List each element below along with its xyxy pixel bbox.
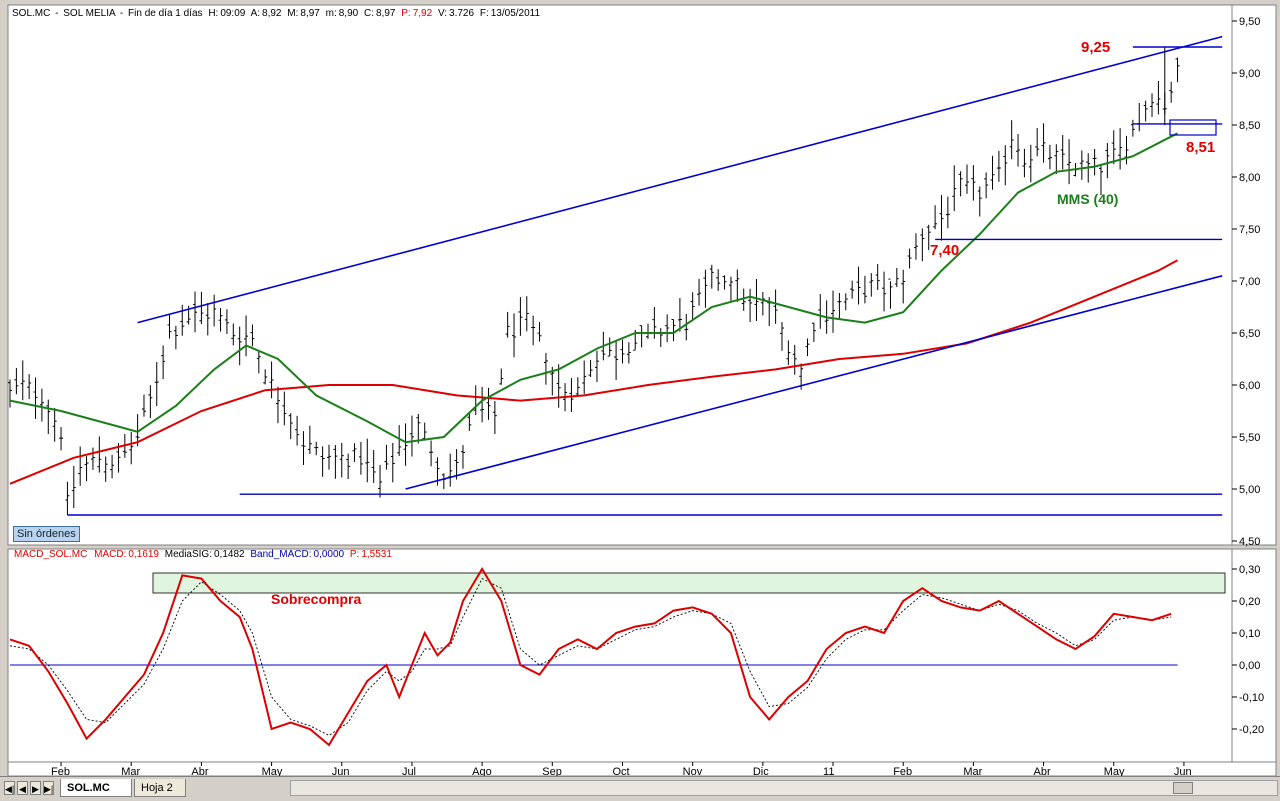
annotation-high: 9,25	[1081, 39, 1110, 56]
band-value: 0,0000	[314, 549, 345, 560]
macd-p-value: 1,5531	[361, 549, 392, 560]
header-symbol: SOL.MC	[12, 8, 50, 19]
annotation-low: 8,51	[1186, 139, 1215, 156]
sin-ordenes-button[interactable]: Sin órdenes	[13, 526, 80, 542]
header-time-label: H:	[208, 8, 218, 19]
macd-y-tick-label: -0,10	[1239, 692, 1264, 704]
horizontal-scrollbar[interactable]	[290, 780, 1278, 796]
x-tick-label: Feb	[893, 766, 912, 776]
nav-prev-button[interactable]: ◀	[17, 781, 28, 795]
header-close-value: 8,97	[376, 8, 396, 19]
header-p-label: P:	[401, 8, 410, 19]
series-macd	[9, 567, 1172, 747]
header-p-value: 7,92	[413, 8, 433, 19]
header-high-value: 8,97	[300, 8, 320, 19]
macd-value-label: MACD:	[94, 549, 126, 560]
macd-header: MACD_SOL.MC MACD: 0,1619 MediaSIG: 0,1482 …	[14, 549, 392, 560]
highlight-box	[1169, 119, 1217, 136]
annotation-overbought: Sobrecompra	[271, 591, 361, 607]
x-tick-label: Abr	[1034, 766, 1051, 776]
macd-y-tick-label: 0,30	[1239, 564, 1260, 576]
price-y-tick-label: 9,50	[1239, 16, 1260, 28]
header-low-label: m:	[326, 8, 337, 19]
x-tick-label: Oct	[612, 766, 629, 776]
x-tick-label: May	[262, 766, 283, 776]
x-tick-label: Jun	[332, 766, 350, 776]
price-y-tick-label: 5,00	[1239, 484, 1260, 496]
sheet-tab-bar: ◀| ◀ ▶ ▶| SOL.MC Hoja 2	[0, 776, 1280, 801]
header-date-label: F:	[480, 8, 489, 19]
nav-next-button[interactable]: ▶	[30, 781, 41, 795]
macd-y-axis-panel	[1231, 548, 1277, 763]
signal-value: 0,1482	[214, 549, 245, 560]
x-tick-label: Jun	[1174, 766, 1192, 776]
macd-header-name: MACD_SOL.MC	[14, 549, 87, 560]
header-volume-label: V:	[438, 8, 447, 19]
header-sep: -	[55, 8, 58, 19]
x-tick-label: Feb	[51, 766, 70, 776]
chart-canvas[interactable]: 9,50 9,00 8,50 8,00 7,50 7,00 6,50 6,00 5,50 5,00…	[0, 0, 1280, 778]
x-tick-label: Dic	[753, 766, 769, 776]
main-header: SOL.MC - SOL MELIA - Fin de día 1 días H…	[12, 8, 540, 19]
header-date-value: 13/05/2011	[491, 8, 541, 19]
price-y-tick-label: 7,00	[1239, 276, 1260, 288]
header-sep: -	[120, 8, 123, 19]
macd-y-tick-label: 0,10	[1239, 628, 1260, 640]
x-tick-label: Sep	[542, 766, 562, 776]
macd-y-tick-label: 0,20	[1239, 596, 1260, 608]
nav-last-button[interactable]: ▶|	[43, 781, 54, 795]
x-tick-label: Nov	[683, 766, 703, 776]
header-open-label: A:	[251, 8, 260, 19]
x-tick-label: 11	[823, 766, 834, 776]
price-plot-area[interactable]	[7, 4, 1233, 546]
x-tick-label: Jul	[402, 766, 416, 776]
nav-first-button[interactable]: ◀|	[4, 781, 15, 795]
macd-value: 0,1619	[128, 549, 159, 560]
annotation-mms: MMS (40)	[1057, 191, 1118, 207]
macd-y-tick-label: -0,20	[1239, 724, 1264, 736]
band-value-label: Band_MACD:	[250, 549, 311, 560]
series-mma-long	[9, 259, 1178, 485]
header-close-label: C:	[364, 8, 374, 19]
x-tick-label: Mar	[963, 766, 982, 776]
header-name: SOL MELIA	[63, 8, 116, 19]
macd-p-label: P:	[350, 549, 359, 560]
macd-y-tick-label: 0,00	[1239, 660, 1260, 672]
series-signal	[9, 577, 1172, 736]
header-high-label: M:	[287, 8, 298, 19]
tab-sol-mc[interactable]: SOL.MC	[60, 779, 132, 797]
header-low-value: 8,90	[339, 8, 359, 19]
x-tick-label: Ago	[472, 766, 492, 776]
header-time-value: 09:09	[220, 8, 245, 19]
price-y-tick-label: 4,50	[1239, 536, 1260, 548]
price-y-tick-label: 6,50	[1239, 328, 1260, 340]
x-tick-label: Abr	[191, 766, 208, 776]
trendline-2	[405, 275, 1223, 490]
x-tick-label: Mar	[121, 766, 140, 776]
header-open-value: 8,92	[262, 8, 282, 19]
price-y-tick-label: 7,50	[1239, 224, 1260, 236]
scrollbar-thumb[interactable]	[1173, 782, 1193, 794]
overbought-zone	[152, 572, 1226, 594]
price-y-tick-label: 8,00	[1239, 172, 1260, 184]
price-y-tick-label: 9,00	[1239, 68, 1260, 80]
price-y-axis-panel	[1231, 4, 1277, 546]
x-tick-label: May	[1104, 766, 1125, 776]
header-volume-value: 3.726	[449, 8, 474, 19]
signal-value-label: MediaSIG:	[165, 549, 212, 560]
header-period: Fin de día 1 días	[128, 8, 203, 19]
price-y-tick-label: 8,50	[1239, 120, 1260, 132]
series-mms40	[9, 132, 1178, 444]
trendline-1	[137, 35, 1223, 324]
price-y-tick-label: 6,00	[1239, 380, 1260, 392]
price-y-tick-label: 5,50	[1239, 432, 1260, 444]
annotation-support: 7,40	[930, 242, 959, 259]
tab-hoja-2[interactable]: Hoja 2	[134, 779, 186, 797]
